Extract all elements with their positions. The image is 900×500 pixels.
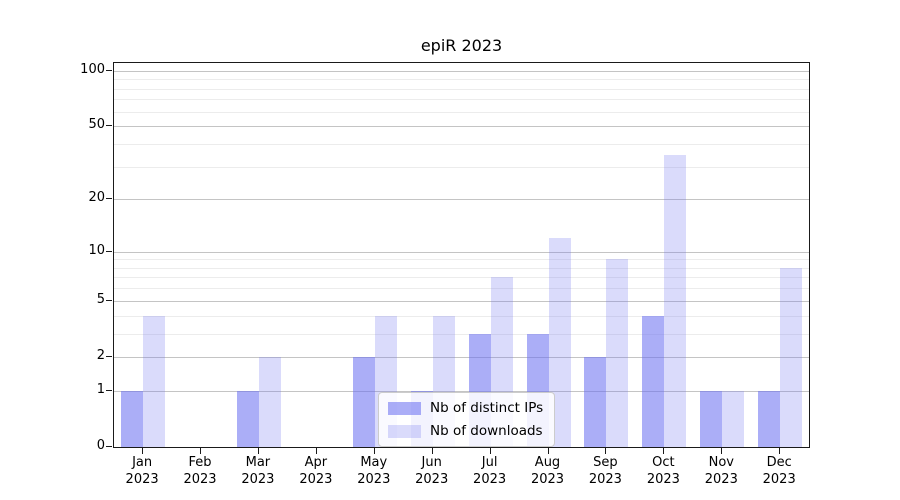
y-tick-mark-50 <box>106 125 112 127</box>
gridline-minor-6 <box>114 288 809 290</box>
y-tick-label-10: 10 <box>88 242 105 258</box>
legend-item-downloads: Nb of downloads <box>388 423 543 439</box>
legend-label-distinct-ips: Nb of distinct IPs <box>430 400 544 416</box>
gridline-minor-9 <box>114 259 809 261</box>
x-tick-label-feb: Feb 2023 <box>183 455 217 487</box>
x-tick-label-dec: Dec 2023 <box>762 455 796 487</box>
x-tick-label-aug: Aug 2023 <box>530 455 565 487</box>
x-tick-label-mar: Mar 2023 <box>241 455 275 487</box>
gridline-20 <box>114 198 809 200</box>
x-tick-label-oct: Oct 2023 <box>646 455 680 487</box>
y-tick-mark-20 <box>106 197 112 199</box>
x-tick-label-may: May 2023 <box>357 455 391 487</box>
gridline-minor-30 <box>114 167 809 168</box>
x-tick-mark-sep <box>605 448 607 454</box>
x-tick-mark-dec <box>779 448 781 454</box>
gridline-50 <box>114 126 809 128</box>
y-tick-label-2: 2 <box>96 348 105 364</box>
y-tick-label-100: 100 <box>80 61 105 77</box>
bar-ips-may <box>352 357 375 447</box>
bar-downloads-sep <box>606 259 629 447</box>
bar-downloads-jan <box>143 315 166 447</box>
x-tick-mark-feb <box>200 448 201 454</box>
x-tick-mark-jun <box>431 448 433 454</box>
legend-label-downloads: Nb of downloads <box>430 423 543 439</box>
y-tick-mark-100 <box>106 69 112 71</box>
x-tick-mark-aug <box>547 448 549 454</box>
bar-downloads-mar <box>258 357 281 447</box>
x-tick-label-sep: Sep 2023 <box>588 455 622 487</box>
gridline-minor-8 <box>114 267 809 269</box>
gridline-100 <box>114 70 809 72</box>
bar-ips-mar <box>236 390 259 447</box>
gridline-minor-3 <box>114 334 809 335</box>
x-tick-label-jan: Jan 2023 <box>125 455 159 487</box>
gridline-minor-80 <box>114 88 809 90</box>
y-tick-label-50: 50 <box>88 117 105 133</box>
bar-ips-jan <box>121 390 144 447</box>
y-tick-label-20: 20 <box>88 189 105 205</box>
gridline-minor-70 <box>114 99 809 101</box>
legend-swatch-distinct-ips <box>388 401 421 415</box>
gridline-10 <box>114 251 809 253</box>
x-tick-label-nov: Nov 2023 <box>704 455 738 487</box>
gridline-1 <box>114 390 809 392</box>
plot-area <box>113 62 810 448</box>
x-tick-mark-oct <box>663 448 665 454</box>
bar-ips-nov <box>700 390 723 447</box>
y-tick-label-5: 5 <box>96 291 105 307</box>
y-tick-mark-0 <box>106 446 112 447</box>
gridline-minor-4 <box>114 315 809 317</box>
x-tick-mark-jul <box>489 448 491 454</box>
y-tick-label-1: 1 <box>96 381 105 397</box>
x-tick-mark-apr <box>315 448 317 454</box>
bar-downloads-dec <box>780 267 803 447</box>
legend-item-distinct-ips: Nb of distinct IPs <box>388 400 543 416</box>
gridline-minor-40 <box>114 144 809 146</box>
gridline-5 <box>114 300 809 302</box>
gridline-minor-90 <box>114 79 809 81</box>
x-tick-label-jun: Jun 2023 <box>415 455 449 487</box>
x-tick-label-apr: Apr 2023 <box>299 455 333 487</box>
gridline-2 <box>114 357 809 359</box>
bar-downloads-oct <box>664 154 687 447</box>
legend-swatch-downloads <box>388 424 421 438</box>
x-tick-mark-jan <box>142 448 144 454</box>
y-tick-mark-1 <box>106 389 112 391</box>
bar-ips-sep <box>584 357 607 447</box>
bar-ips-oct <box>642 315 665 447</box>
y-tick-mark-10 <box>106 250 112 252</box>
y-tick-mark-5 <box>106 299 112 301</box>
x-tick-mark-mar <box>257 448 259 454</box>
x-tick-label-jul: Jul 2023 <box>473 455 507 487</box>
x-tick-mark-may <box>373 448 375 454</box>
gridline-minor-7 <box>114 277 809 279</box>
legend: Nb of distinct IPs Nb of downloads <box>378 392 556 447</box>
y-tick-label-0: 0 <box>96 438 105 453</box>
y-tick-mark-2 <box>106 356 112 358</box>
chart-title: epiR 2023 <box>420 36 503 55</box>
bar-ips-dec <box>758 390 781 447</box>
gridline-minor-60 <box>114 111 809 113</box>
x-tick-mark-nov <box>721 448 723 454</box>
bar-downloads-nov <box>722 390 745 447</box>
